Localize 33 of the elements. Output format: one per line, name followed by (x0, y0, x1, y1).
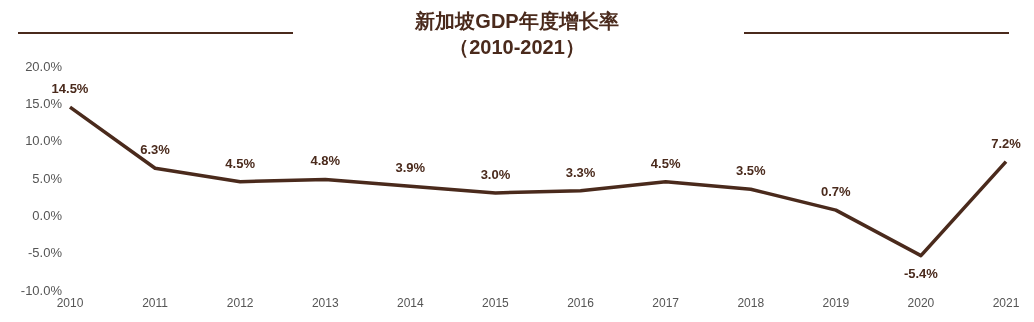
x-tick-label: 2010 (56, 295, 84, 310)
y-tick-label: 20.0% (25, 58, 63, 74)
y-tick-label: 10.0% (25, 133, 63, 149)
data-label: 3.5% (735, 163, 766, 179)
x-tick-label: 2013 (311, 295, 339, 310)
y-tick-label: 0.0% (32, 207, 63, 223)
x-tick-label: 2020 (907, 295, 935, 310)
chart-title: 新加坡GDP年度增长率 (414, 9, 620, 34)
data-label: 3.9% (395, 160, 426, 176)
y-tick-label: 15.0% (25, 95, 63, 111)
x-tick-label: 2018 (737, 295, 765, 310)
chart-subtitle: （2010-2021） (448, 35, 586, 60)
x-tick-label: 2014 (397, 295, 425, 310)
data-label: -5.4% (903, 265, 939, 281)
y-tick-label: -5.0% (28, 245, 63, 261)
data-label: 4.8% (310, 153, 341, 169)
x-tick-label: 2015 (482, 295, 510, 310)
x-tick-label: 2016 (567, 295, 595, 310)
y-tick-label: -10.0% (20, 282, 63, 298)
x-tick-label: 2011 (142, 295, 169, 310)
data-label: 7.2% (991, 135, 1022, 151)
x-tick-label: 2017 (652, 295, 680, 310)
data-label: 0.7% (821, 184, 852, 200)
x-tick-label: 2019 (822, 295, 850, 310)
y-tick-label: 5.0% (32, 170, 63, 186)
x-tick-label: 2021 (992, 295, 1020, 310)
data-label: 4.5% (650, 155, 681, 171)
data-label: 3.3% (565, 164, 596, 180)
data-label: 4.5% (225, 155, 256, 171)
data-label: 3.0% (480, 166, 511, 182)
x-tick-label: 2012 (226, 295, 254, 310)
data-label: 14.5% (51, 81, 89, 97)
data-label: 6.3% (140, 142, 171, 158)
